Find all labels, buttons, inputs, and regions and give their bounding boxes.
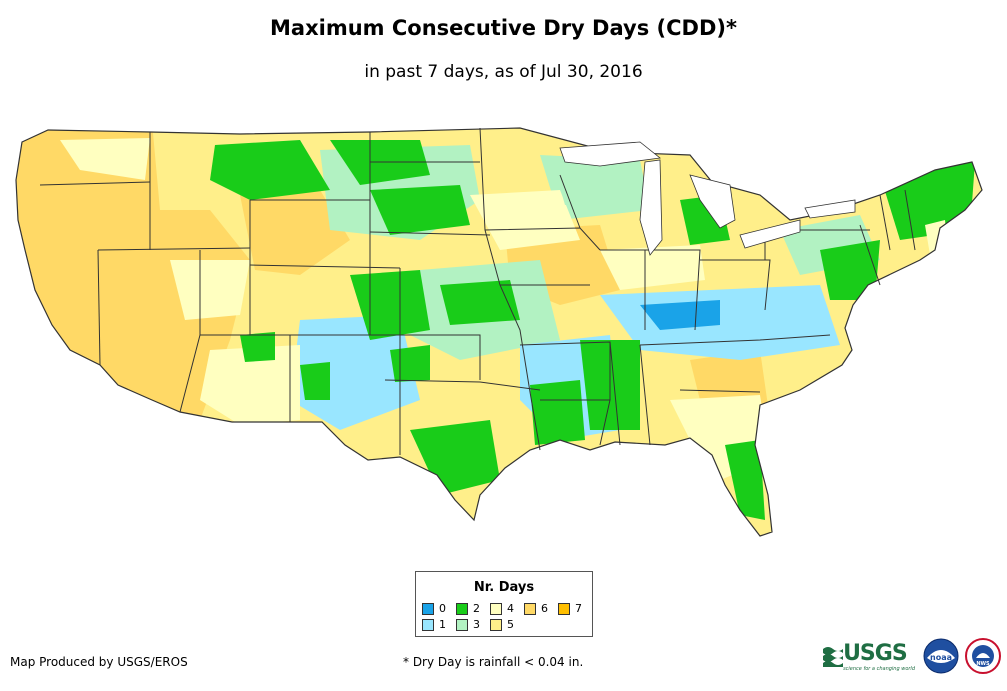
legend-swatch [558, 602, 570, 615]
legend-label: 2 [473, 602, 480, 615]
legend-swatch [524, 602, 536, 615]
noaa-logo-icon: noaa [923, 638, 959, 674]
map-credit: Map Produced by USGS/EROS [10, 655, 188, 669]
legend-item-3: 3 [456, 618, 480, 631]
legend-label: 4 [507, 602, 514, 615]
nws-wordmark: NWS [976, 661, 990, 667]
legend-item-7: 7 [558, 602, 582, 615]
legend-label: 6 [541, 602, 548, 615]
noaa-wordmark: noaa [930, 653, 952, 662]
conus-map [15, 127, 983, 537]
legend-label: 7 [575, 602, 582, 615]
legend-item-1: 1 [422, 618, 446, 631]
dry-days-field [16, 128, 982, 536]
legend-item-2: 2 [456, 602, 480, 615]
usgs-logo: USGS science for a changing world [823, 641, 915, 672]
legend-swatch [422, 618, 434, 631]
legend-title: Nr. Days [473, 580, 535, 595]
legend-label: 0 [439, 602, 446, 615]
agency-logos: USGS science for a changing world noaa N… [823, 638, 1001, 674]
usgs-wordmark: USGS [843, 640, 908, 666]
nws-logo-icon: NWS [965, 638, 1001, 674]
legend-label: 5 [507, 618, 514, 631]
usgs-tagline: science for a changing world [843, 665, 915, 672]
legend-item-4: 4 [490, 602, 514, 615]
legend-item-0: 0 [422, 602, 446, 615]
usgs-wave-icon [823, 647, 844, 667]
legend-swatch [490, 618, 502, 631]
state-borders [15, 127, 983, 537]
dry-day-footnote: * Dry Day is rainfall < 0.04 in. [403, 655, 584, 669]
legend-label: 1 [439, 618, 446, 631]
map-title: Maximum Consecutive Dry Days (CDD)* [270, 16, 737, 40]
legend-swatch [456, 602, 468, 615]
legend-label: 3 [473, 618, 480, 631]
legend-swatch [490, 602, 502, 615]
great-lakes [559, 141, 856, 256]
legend-item-5: 5 [490, 618, 514, 631]
map-subtitle: in past 7 days, as of Jul 30, 2016 [364, 62, 643, 82]
map-legend: Nr. Days 0 1 2 3 4 5 6 7 [415, 571, 593, 637]
legend-item-6: 6 [524, 602, 548, 615]
legend-swatch [456, 618, 468, 631]
legend-swatch [422, 602, 434, 615]
